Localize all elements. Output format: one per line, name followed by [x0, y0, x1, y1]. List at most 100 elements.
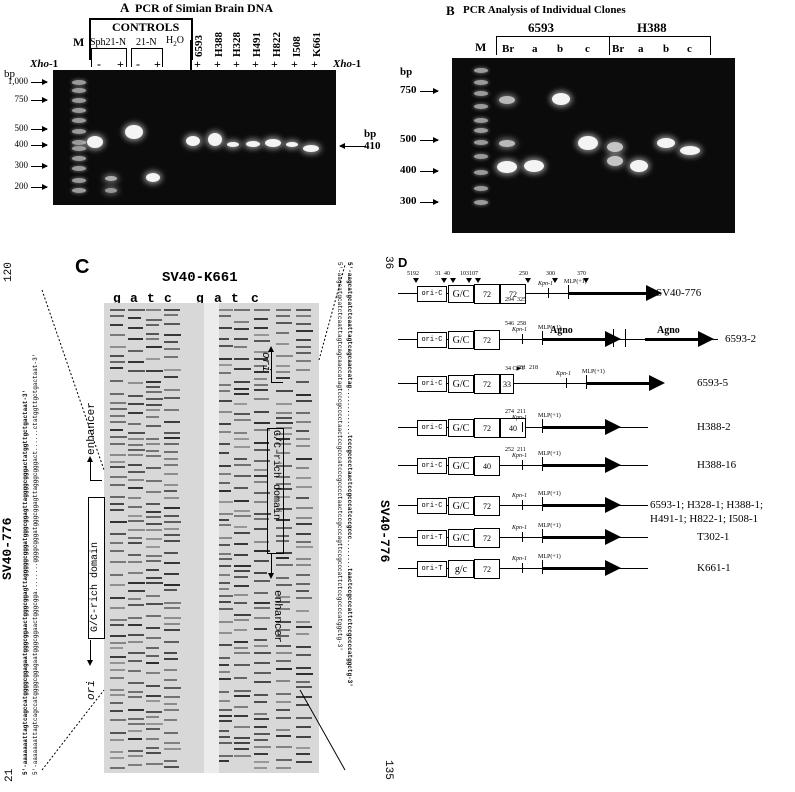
sequencing-band: [254, 492, 270, 494]
sequencing-band: [296, 523, 312, 525]
position-label: 103: [460, 271, 469, 277]
sequencing-band: [254, 572, 268, 574]
size-label-a: 750: [14, 94, 29, 104]
ori-box: ori-T: [417, 530, 447, 546]
sequencing-band: [216, 482, 230, 484]
sequencing-band: [164, 409, 180, 411]
sequencing-band: [146, 538, 163, 540]
gc-box: G/C: [448, 331, 474, 349]
sequencing-band: [110, 402, 126, 404]
sequencing-band: [146, 637, 162, 639]
sequencing-band: [128, 479, 145, 481]
sequencing-band: [254, 384, 268, 386]
sequencing-band: [146, 569, 160, 571]
sequencing-band: [128, 691, 144, 693]
sequencing-band: [276, 343, 290, 345]
sequencing-band: [216, 364, 233, 366]
box-2: 72: [500, 284, 526, 304]
sequencing-band: [164, 552, 179, 554]
right-bp-label: bp: [364, 128, 377, 140]
agno-tick-2: [625, 329, 626, 347]
sequencing-band: [128, 718, 145, 720]
sequencing-band: [146, 763, 163, 765]
sequencing-band: [216, 390, 230, 392]
band-h388-a: [630, 160, 648, 172]
band-6593-c: [578, 136, 598, 150]
sequencing-band: [296, 633, 310, 635]
n21-label: 21-N: [136, 37, 157, 48]
position-marker: [525, 278, 531, 283]
sequencing-band: [110, 710, 124, 712]
sequencing-band: [146, 555, 162, 557]
sequencing-band: [110, 757, 125, 759]
sequencing-band: [276, 540, 290, 542]
gc-box: G/C: [448, 497, 474, 515]
gc-box: g/c: [448, 560, 474, 578]
sequencing-band: [128, 590, 145, 592]
sequencing-band: [128, 764, 143, 766]
panel-a-letter: A: [120, 0, 130, 15]
ladder-band-b: [474, 170, 488, 175]
sequencing-band: [234, 641, 248, 643]
sequencing-band: [234, 515, 251, 517]
sequencing-band: [296, 667, 312, 669]
sequencing-band: [146, 560, 161, 562]
position-marker: [413, 278, 419, 283]
sequencing-band: [234, 755, 251, 757]
band-h822: [265, 139, 281, 147]
band-sph21-plus-1: [105, 176, 117, 181]
sequencing-band: [110, 346, 126, 348]
sequencing-band: [254, 469, 268, 471]
box-1: 72: [474, 496, 500, 516]
band-6593-br-1: [499, 96, 515, 104]
sequencing-band: [216, 565, 232, 567]
sequencing-band: [216, 582, 231, 584]
sequencing-band: [146, 416, 160, 418]
sequencing-band: [164, 607, 181, 609]
sequencing-band: [276, 709, 290, 711]
ladder-band-a: [72, 166, 86, 171]
ori-box: ori-C: [417, 376, 447, 392]
sequencing-band: [216, 553, 231, 555]
ori-arrow-right: [268, 346, 274, 352]
sequencing-band: [216, 736, 231, 738]
band-6593-br-3: [497, 161, 517, 173]
kpn-label: Kpn-1: [512, 453, 527, 459]
sequencing-band: [146, 503, 161, 505]
sequencing-band: [110, 466, 125, 468]
size-arrow-b: [420, 88, 439, 94]
kpn-tick: [522, 563, 523, 573]
lane-label-b: a: [532, 43, 538, 55]
sequencing-band: [276, 608, 291, 610]
sequencing-band: [254, 371, 270, 373]
gc-box-left: [88, 497, 105, 639]
clone-label: H388-16: [697, 459, 737, 471]
sequencing-band: [254, 327, 268, 329]
sequencing-band: [146, 700, 160, 702]
lane-label-b: Br: [502, 43, 515, 55]
sequencing-band: [276, 577, 289, 579]
ori-box: ori-C: [417, 458, 447, 474]
ori-box: ori-C: [417, 498, 447, 514]
sequencing-band: [128, 338, 143, 340]
ladder-band-a: [72, 146, 86, 151]
sequencing-band: [164, 562, 180, 564]
sequencing-band: [234, 602, 248, 604]
sequencing-band: [276, 701, 292, 703]
sequencing-band: [254, 761, 269, 763]
sequencing-band: [254, 628, 268, 630]
sequencing-band: [234, 368, 251, 370]
n21-bracket: [131, 48, 163, 67]
sequencing-band: [110, 597, 125, 599]
position-marker: [450, 278, 456, 283]
sequencing-band: [164, 397, 180, 399]
gatc-label: t: [147, 291, 155, 306]
arrow-410: [339, 143, 366, 149]
clone-label: SV40-776: [656, 287, 702, 299]
position-label: 300: [546, 271, 555, 277]
sequencing-band: [254, 460, 271, 462]
position-note: 211: [517, 409, 526, 415]
sequencing-band: [234, 526, 248, 528]
sequencing-band: [164, 356, 178, 358]
